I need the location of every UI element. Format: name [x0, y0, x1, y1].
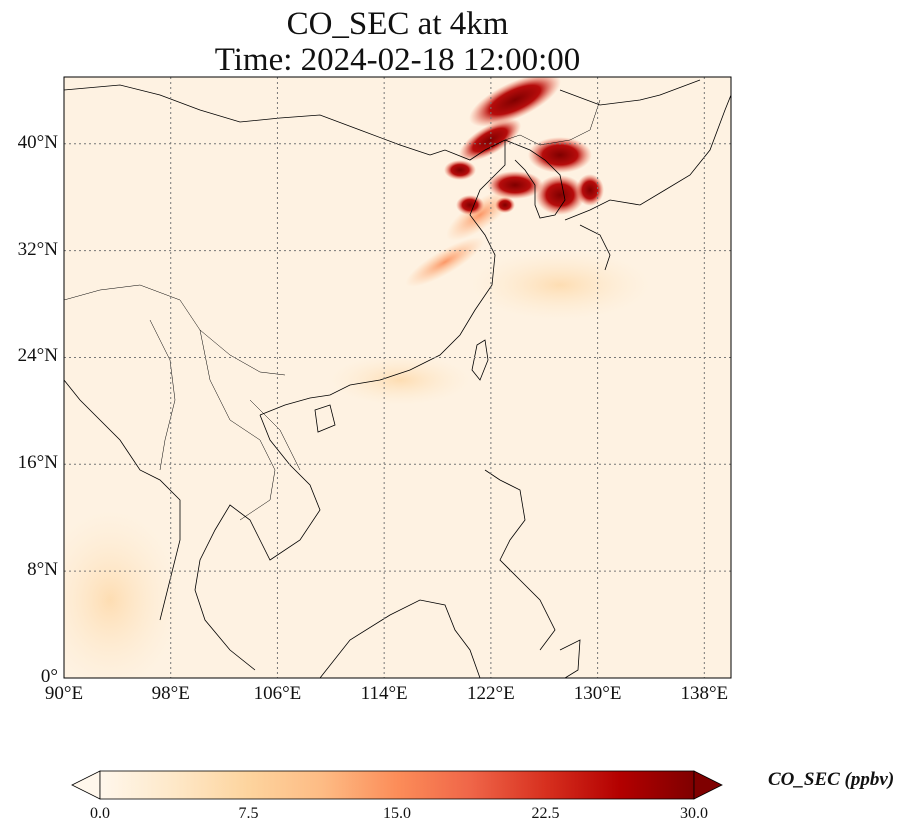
colorbar-extend-high [693, 770, 723, 800]
x-tick-label: 90°E [44, 683, 84, 704]
x-tick-label: 130°E [573, 683, 622, 704]
colorbar-tick-label: 0.0 [90, 805, 110, 822]
y-tick-label: 32°N [17, 238, 58, 260]
colorbar-tick-label: 7.5 [238, 805, 259, 822]
y-tick-label: 40°N [17, 131, 58, 153]
y-tick-label: 0° [40, 666, 58, 687]
y-tick-label: 8°N [27, 559, 58, 581]
gridlines [63, 77, 731, 679]
colorbar-tick-label: 15.0 [383, 805, 411, 822]
y-tick-label: 24°N [17, 345, 58, 367]
colorbar-gradient [99, 770, 695, 800]
colorbar-tick-label: 22.5 [531, 805, 560, 822]
colorbar-label: CO_SEC (ppbv) [768, 769, 895, 790]
x-tick-label: 122°E [467, 683, 515, 704]
x-tick-label: 114°E [360, 683, 408, 704]
map-frame [63, 76, 732, 679]
x-tick-label: 106°E [253, 683, 302, 704]
x-tick-label: 98°E [151, 683, 190, 704]
colorbar-tick-label: 30.0 [680, 805, 708, 822]
colorbar-extend-low [71, 770, 101, 800]
map-title: CO_SEC at 4km [286, 6, 509, 42]
concentration-field [64, 77, 650, 678]
x-tick-label: 138°E [680, 683, 729, 704]
y-tick-label: 16°N [17, 452, 58, 474]
country-borders [64, 99, 601, 521]
coastlines [64, 79, 731, 678]
map-time: Time: 2024-02-18 12:00:00 [214, 42, 581, 78]
